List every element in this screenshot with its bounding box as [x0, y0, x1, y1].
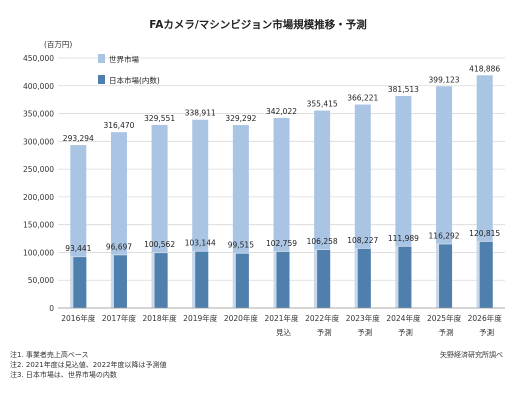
y-tick-label: 150,000	[23, 221, 54, 230]
y-tick-label: 250,000	[23, 165, 54, 174]
y-tick-label: 300,000	[23, 137, 54, 146]
value-label-world: 338,911	[185, 109, 216, 118]
value-label-japan: 100,562	[144, 240, 175, 249]
bar-japan-market	[276, 251, 290, 308]
chart-title: FAカメラ/マシンビジョン市場規模推移・予測	[149, 18, 366, 31]
x-tick-label: 2018年度	[143, 313, 178, 323]
value-label-world: 329,551	[144, 114, 175, 123]
x-tick-sublabel: 見込	[276, 328, 291, 337]
x-tick-label: 2026年度	[468, 313, 503, 323]
value-label-japan: 120,815	[469, 229, 500, 238]
x-tick-label: 2020年度	[224, 313, 259, 323]
y-tick-label: 450,000	[23, 54, 54, 63]
y-tick-label: 350,000	[23, 110, 54, 119]
value-label-japan: 106,258	[307, 237, 338, 246]
x-tick-sublabel: 予測	[357, 327, 372, 337]
value-label-world: 381,513	[388, 85, 419, 94]
x-tick-label: 2025年度	[427, 313, 462, 323]
value-label-japan: 111,989	[388, 234, 419, 243]
value-label-world: 355,415	[307, 100, 338, 109]
x-tick-label: 2021年度	[264, 313, 299, 323]
x-tick-sublabel: 予測	[398, 327, 413, 337]
value-label-japan: 116,292	[429, 231, 460, 240]
value-label-japan: 93,441	[65, 244, 91, 253]
value-label-japan: 102,759	[266, 239, 297, 248]
bar-japan-market	[317, 249, 331, 308]
bar-japan-market	[398, 246, 412, 308]
bar-japan-market	[73, 257, 87, 308]
value-label-world: 418,886	[469, 64, 500, 73]
y-tick-label: 200,000	[23, 193, 54, 202]
x-tick-sublabel: 予測	[317, 327, 332, 337]
x-tick-label: 2023年度	[346, 313, 381, 323]
bars	[70, 75, 493, 309]
y-axis-unit-label: (百万円)	[44, 40, 72, 49]
footnote-2: 注2. 2021年度は見込値、2022年度以降は予測値	[10, 361, 167, 369]
bar-japan-market	[235, 253, 249, 308]
bar-japan-market	[113, 255, 127, 308]
x-tick-label: 2019年度	[183, 313, 218, 323]
x-tick-label: 2024年度	[386, 313, 421, 323]
value-label-world: 342,022	[266, 107, 297, 116]
footnotes: 注1. 事業者売上高ベース 注2. 2021年度は見込値、2022年度以降は予測…	[10, 350, 167, 380]
value-label-japan: 108,227	[347, 236, 378, 245]
value-label-world: 329,292	[225, 114, 256, 123]
value-label-world: 366,221	[347, 94, 378, 103]
x-tick-label: 2022年度	[305, 313, 340, 323]
y-tick-label: 0	[49, 304, 54, 313]
value-label-world: 399,123	[429, 75, 460, 84]
bar-japan-market	[195, 251, 209, 308]
value-label-japan: 103,144	[185, 239, 216, 248]
value-labels: 293,294 93,441 316,470 96,697 329,551 100,562…	[63, 64, 501, 253]
y-tick-label: 50,000	[28, 276, 54, 285]
bar-japan-market	[439, 244, 453, 308]
value-label-japan: 99,515	[228, 241, 254, 250]
legend-label-japan: 日本市場(内数)	[109, 75, 160, 85]
bar-japan-market	[479, 241, 493, 308]
y-tick-label: 400,000	[23, 82, 54, 91]
y-axis: 0 50,000 100,000 150,000 200,000 250,000 300,0…	[23, 54, 54, 313]
x-tick-label: 2016年度	[61, 313, 96, 323]
bar-japan-market	[357, 248, 371, 308]
y-tick-label: 100,000	[23, 248, 54, 257]
footnote-1: 注1. 事業者売上高ベース	[10, 351, 89, 359]
bar-japan-market	[154, 253, 168, 308]
footnote-3: 注3. 日本市場は、世界市場の内数	[10, 371, 117, 379]
x-tick-sublabel: 予測	[479, 327, 494, 337]
value-label-world: 293,294	[63, 134, 94, 143]
legend-swatch-japan	[98, 75, 105, 84]
value-label-world: 316,470	[103, 121, 134, 130]
x-tick-sublabel: 予測	[439, 327, 454, 337]
x-tick-label: 2017年度	[102, 313, 137, 323]
source-note: 矢野経済研究所調べ	[440, 351, 503, 359]
legend-label-world: 世界市場	[109, 54, 139, 64]
value-label-japan: 96,697	[106, 242, 132, 251]
legend-swatch-world	[98, 54, 105, 63]
